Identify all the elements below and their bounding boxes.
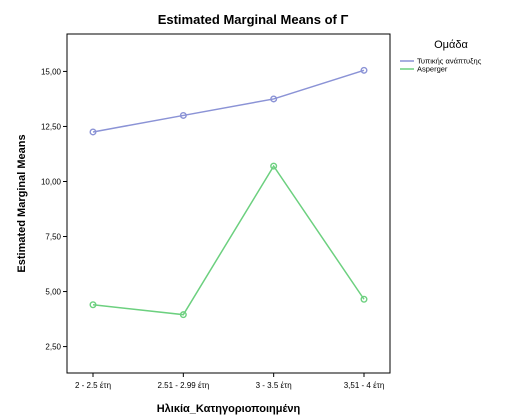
x-tick-label: 3,51 - 4 έτη [344, 381, 385, 390]
legend-item-label: Asperger [417, 65, 448, 74]
plot-frame [66, 33, 391, 374]
y-tick-label: 2,50 [45, 343, 61, 352]
x-tick-label: 2.51 - 2.99 έτη [158, 381, 210, 390]
series-line [92, 69, 365, 133]
chart-title: Estimated Marginal Means of Γ [158, 12, 349, 27]
legend-item-label: Τυπικής ανάπτυξης [417, 57, 482, 66]
data-point [179, 111, 187, 119]
y-tick-label: 7,50 [45, 233, 61, 242]
y-tick-label: 5,00 [45, 288, 61, 297]
series-1 [89, 66, 368, 136]
data-point [270, 95, 278, 103]
x-tick-label: 2 - 2.5 έτη [75, 381, 111, 390]
x-tick-label: 3 - 3.5 έτη [256, 381, 292, 390]
data-point [270, 162, 278, 170]
y-tick-label: 15,00 [41, 67, 62, 76]
x-axis-label: Ηλικία_Κατηγοριοποιημένη [157, 403, 301, 415]
legend-title: Ομάδα [434, 39, 468, 51]
y-tick-label: 10,00 [41, 177, 62, 186]
y-axis-label: Estimated Marginal Means [16, 134, 28, 272]
x-axis: 2 - 2.5 έτη 2.51 - 2.99 έτη 3 - 3.5 έτη 3,5… [75, 373, 384, 390]
data-point [360, 66, 368, 74]
data-point [360, 295, 368, 303]
series-line [92, 164, 365, 316]
series-group [89, 66, 368, 319]
y-tick-label: 12,50 [41, 122, 62, 131]
data-point [89, 301, 97, 309]
y-axis: 2,50 5,00 7,50 10,00 12,50 15,00 [41, 67, 67, 352]
data-point [179, 311, 187, 319]
series-2 [89, 162, 368, 319]
data-point [89, 128, 97, 136]
